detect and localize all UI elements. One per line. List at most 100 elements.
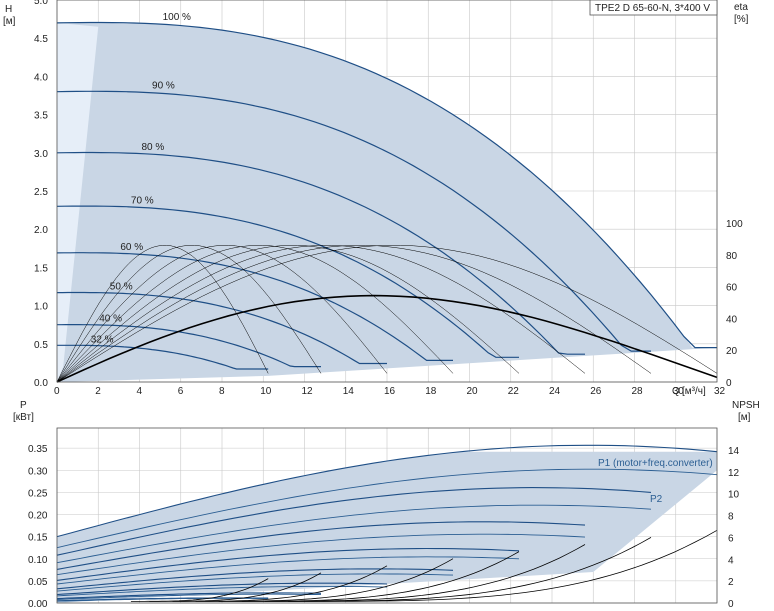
power-curve — [56, 597, 269, 602]
npsh-tick-labels: 0 2 4 6 8 10 12 14 — [728, 446, 740, 610]
p-axis-label: P — [20, 400, 27, 411]
power-curve — [56, 582, 388, 596]
y2-tick-label: 60 — [726, 283, 738, 294]
efficiency-curve — [56, 245, 520, 383]
p-tick-label: 0.15 — [28, 533, 48, 544]
npsh-tick-label: 2 — [728, 577, 734, 588]
speed-label: 60 % — [120, 242, 143, 253]
power-curve — [56, 568, 454, 590]
speed-label: 50 % — [110, 282, 133, 293]
operating-region-fill — [57, 22, 717, 382]
power-curve — [56, 585, 388, 597]
y2-tick-labels: 0 20 40 60 80 100 — [726, 219, 743, 389]
speed-labels: 100 % 90 % 80 % 70 % 60 % 50 % 40 % 32 % — [91, 12, 191, 345]
p-axis-unit: [кВт] — [13, 412, 34, 423]
bottom-plot-frame — [56, 427, 718, 604]
y-tick-label: 2.5 — [34, 187, 48, 198]
speed-curves — [56, 21, 717, 370]
power-curve — [56, 444, 718, 538]
head-flow-panel: H [м] eta [%] TPE2 D 65-60-N, 3*400 V Q … — [3, 0, 749, 397]
y-tick-label: 4.0 — [34, 72, 48, 83]
y2-tick-label: 80 — [726, 251, 738, 262]
speed-label: 70 % — [131, 195, 154, 206]
x-tick-label: 32 — [714, 386, 726, 397]
x-tick-label: 18 — [425, 386, 437, 397]
x-tick-label: 16 — [384, 386, 396, 397]
chart-title: TPE2 D 65-60-N, 3*400 V — [595, 3, 710, 14]
npsh-curve — [149, 572, 322, 602]
y-tick-labels: 0.0 0.5 1.0 1.5 2.0 2.5 3.0 3.5 4.0 4.5 5.0 — [34, 0, 48, 389]
npsh-curve — [172, 565, 388, 602]
x-tick-label: 22 — [508, 386, 520, 397]
x-tick-label: 26 — [590, 386, 602, 397]
y2-tick-label: 0 — [726, 378, 732, 389]
p-tick-label: 0.35 — [28, 444, 48, 455]
p1-series-label: P1 (motor+freq.converter) — [598, 458, 713, 469]
speed-label: 32 % — [91, 334, 114, 345]
power-curve — [56, 533, 586, 576]
speed-label: 80 % — [141, 142, 164, 153]
npsh-tick-label: 6 — [728, 533, 734, 544]
npsh-tick-label: 4 — [728, 555, 734, 566]
speed-label: 90 % — [152, 81, 175, 92]
y2-axis-unit: [%] — [734, 14, 749, 25]
best-efficiency-curve — [56, 294, 718, 383]
npsh-tick-label: 8 — [728, 512, 734, 523]
speed-curve — [56, 151, 585, 355]
npsh-tick-label: 0 — [728, 599, 734, 610]
speed-curve — [56, 205, 519, 358]
npsh-curve — [130, 578, 269, 602]
x-tick-label: 12 — [302, 386, 314, 397]
x-tick-label: 8 — [219, 386, 225, 397]
y2-tick-label: 40 — [726, 314, 738, 325]
y2-axis-label: eta — [734, 2, 748, 13]
power-region — [57, 451, 717, 603]
power-curve — [56, 597, 269, 602]
power-curve — [56, 487, 652, 556]
power-curve — [56, 521, 586, 570]
npsh-tick-label: 14 — [728, 446, 740, 457]
power-curve — [56, 504, 652, 564]
npsh-axis-unit: [м] — [738, 412, 751, 423]
y-tick-label: 5.0 — [34, 0, 48, 7]
power-curve — [56, 547, 520, 581]
efficiency-curve — [56, 245, 586, 383]
speed-curve — [57, 324, 321, 368]
y-tick-label: 0.5 — [34, 340, 48, 351]
y-tick-label: 3.0 — [34, 149, 48, 160]
x-tick-label: 28 — [632, 386, 644, 397]
y-tick-label: 3.5 — [34, 111, 48, 122]
npsh-curves — [130, 529, 718, 602]
npsh-axis-label: NPSH — [732, 400, 760, 411]
y-tick-label: 4.5 — [34, 34, 48, 45]
power-region-fill — [57, 451, 717, 603]
speed-curve — [57, 344, 269, 370]
x-tick-labels: 0 2 4 6 8 10 12 14 16 18 20 22 24 26 28 30 32 — [54, 386, 726, 397]
title-box — [589, 0, 718, 16]
efficiency-curve — [56, 245, 388, 383]
speed-label: 100 % — [163, 12, 191, 23]
p-tick-labels: 0.00 0.05 0.10 0.15 0.20 0.25 0.30 0.35 — [28, 444, 48, 610]
power-curves — [56, 444, 718, 602]
x-tick-label: 20 — [467, 386, 479, 397]
y2-tick-label: 100 — [726, 219, 743, 230]
x-tick-label: 6 — [178, 386, 184, 397]
p-tick-label: 0.20 — [28, 511, 48, 522]
power-npsh-panel: P [кВт] NPSH [м] P1 (motor+freq.converte… — [13, 400, 760, 610]
p-tick-label: 0.05 — [28, 577, 48, 588]
npsh-tick-label: 12 — [728, 468, 740, 479]
y-tick-label: 2.0 — [34, 225, 48, 236]
y-tick-label: 0.0 — [34, 378, 48, 389]
power-curve — [56, 592, 322, 600]
power-curve — [56, 573, 454, 592]
x-axis-label: Q — [672, 386, 680, 397]
p-tick-label: 0.10 — [28, 555, 48, 566]
x-tick-label: 14 — [343, 386, 355, 397]
speed-curve — [57, 291, 387, 365]
x-axis-unit: [м³/ч] — [682, 386, 706, 397]
x-tick-label: 2 — [95, 386, 101, 397]
power-curve — [56, 556, 520, 585]
efficiency-curve — [56, 245, 322, 383]
speed-curve — [56, 90, 651, 352]
